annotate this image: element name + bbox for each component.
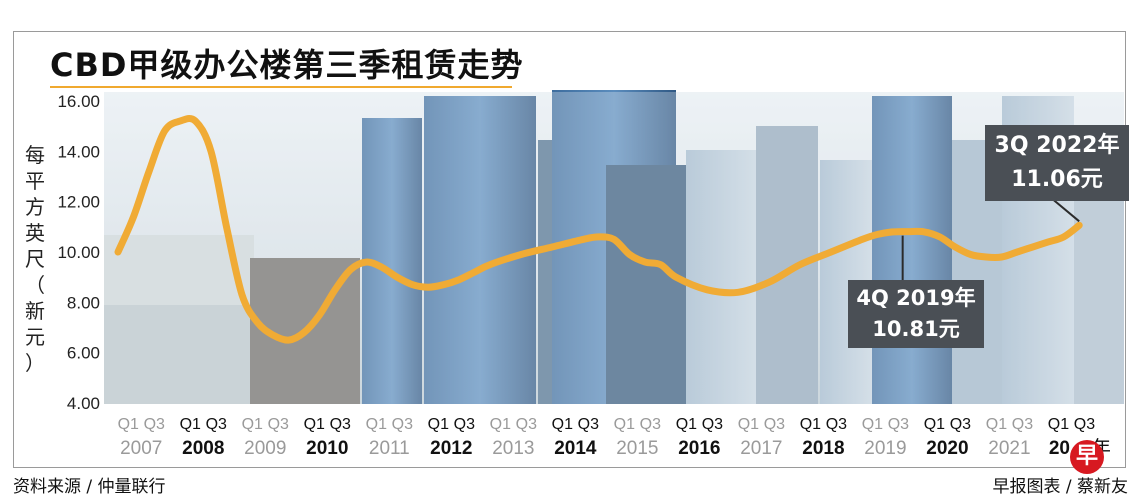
year-label: 2014 xyxy=(554,438,597,459)
rent-series-line xyxy=(114,114,1083,344)
y-tick-label: 4.00 xyxy=(67,394,100,413)
quarter-label: Q1 xyxy=(676,416,697,433)
quarter-label: Q1 xyxy=(1048,416,1069,433)
y-axis-label-char: 平 xyxy=(25,169,45,193)
quarter-label: Q3 xyxy=(640,416,661,433)
quarter-label: Q3 xyxy=(888,416,909,433)
year-label: 2009 xyxy=(244,438,286,459)
year-label: 20 xyxy=(1049,438,1070,459)
quarter-label: Q1 xyxy=(428,416,449,433)
chart-title-box: CBD甲级办公楼第三季租赁走势 xyxy=(46,40,528,86)
year-label: 2015 xyxy=(616,438,658,459)
quarter-label: Q1 xyxy=(862,416,883,433)
year-label: 2016 xyxy=(678,438,720,459)
quarter-label: Q3 xyxy=(454,416,475,433)
y-axis-label: 每 平 方 英 尺 （ 新 元 ） xyxy=(20,142,50,376)
y-axis-label-char: （ xyxy=(25,273,45,297)
x-axis-labels: Q1 Q3 2007 Q1 Q3 2008 Q1 Q3 2009 Q1 Q3 2010 Q1 Q3 2011… xyxy=(118,416,1111,459)
y-tick-label: 8.00 xyxy=(67,293,100,312)
quarter-label: Q1 xyxy=(118,416,139,433)
quarter-label: Q1 xyxy=(490,416,511,433)
quarter-label: Q3 xyxy=(268,416,289,433)
y-axis-label-char: 方 xyxy=(25,195,45,219)
quarter-label: Q3 xyxy=(578,416,599,433)
y-axis-label-char: 尺 xyxy=(25,247,45,271)
year-label: 2010 xyxy=(306,438,348,459)
quarter-label: Q3 xyxy=(1074,416,1095,433)
callout-4q-2019: 4Q 2019年 10.81元 xyxy=(848,280,984,348)
background-photo xyxy=(104,90,1124,404)
y-axis-label-char: 每 xyxy=(25,143,45,167)
quarter-label: Q1 xyxy=(614,416,635,433)
quarter-label: Q1 xyxy=(242,416,263,433)
quarter-label: Q1 xyxy=(552,416,573,433)
callout-3q-2022-period: 3Q 2022年 xyxy=(994,133,1120,158)
year-label: 2018 xyxy=(802,438,844,459)
year-label: 2012 xyxy=(430,438,472,459)
quarter-label: Q3 xyxy=(764,416,785,433)
y-axis-label-char: 元 xyxy=(25,325,45,349)
quarter-label: Q3 xyxy=(516,416,537,433)
y-tick-label: 12.00 xyxy=(57,193,100,212)
y-tick-label: 14.00 xyxy=(57,142,100,161)
quarter-label: Q1 xyxy=(924,416,945,433)
y-axis-ticks: 4.00 6.00 8.00 10.00 12.00 14.00 16.00 xyxy=(57,92,100,413)
title-underline xyxy=(50,84,512,88)
quarter-label: Q3 xyxy=(330,416,351,433)
y-tick-label: 10.00 xyxy=(57,243,100,262)
quarter-label: Q1 xyxy=(738,416,759,433)
year-label: 2008 xyxy=(182,438,224,459)
year-label: 2011 xyxy=(369,438,410,459)
quarter-label: Q3 xyxy=(826,416,847,433)
year-label: 2013 xyxy=(492,438,534,459)
y-axis-label-char: 新 xyxy=(25,299,45,323)
quarter-label: Q3 xyxy=(144,416,165,433)
y-tick-label: 6.00 xyxy=(67,344,100,363)
chart-title: CBD甲级办公楼第三季租赁走势 xyxy=(50,46,524,84)
callout-4q-2019-period: 4Q 2019年 xyxy=(856,286,976,310)
year-label: 2021 xyxy=(988,438,1030,459)
zaobao-logo: 早 xyxy=(1070,440,1104,474)
quarter-label: Q3 xyxy=(392,416,413,433)
quarter-label: Q1 xyxy=(800,416,821,433)
leader-3q-2022 xyxy=(1050,197,1080,223)
source-note: 资料来源 / 仲量联行 xyxy=(13,477,166,497)
year-label: 2007 xyxy=(120,438,162,459)
quarter-label: Q3 xyxy=(950,416,971,433)
quarter-label: Q1 xyxy=(180,416,201,433)
quarter-label: Q1 xyxy=(366,416,387,433)
y-tick-label: 16.00 xyxy=(57,92,100,111)
quarter-label: Q1 xyxy=(986,416,1007,433)
credit-note: 早报图表 / 蔡新友 xyxy=(992,477,1128,497)
year-label: 2019 xyxy=(864,438,906,459)
year-label: 2020 xyxy=(926,438,968,459)
y-axis-label-char: ） xyxy=(25,351,45,375)
callout-4q-2019-value: 10.81元 xyxy=(872,317,960,341)
callout-3q-2022-value: 11.06元 xyxy=(1011,167,1103,192)
quarter-label: Q3 xyxy=(206,416,227,433)
quarter-label: Q1 xyxy=(304,416,325,433)
callout-3q-2022: 3Q 2022年 11.06元 xyxy=(985,125,1129,201)
quarter-label: Q3 xyxy=(702,416,723,433)
quarter-label: Q3 xyxy=(1012,416,1033,433)
year-label: 2017 xyxy=(740,438,782,459)
y-axis-label-char: 英 xyxy=(25,221,45,245)
annotation-markers xyxy=(901,197,1080,282)
